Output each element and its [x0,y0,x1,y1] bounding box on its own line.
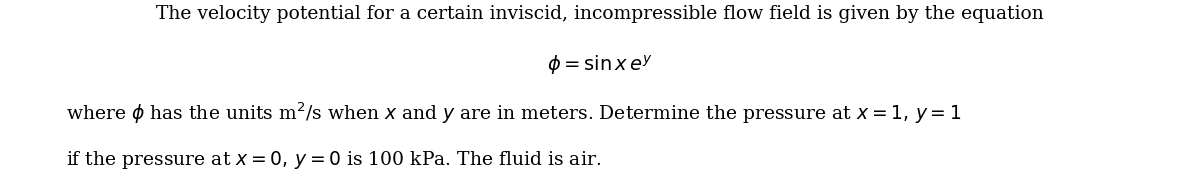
Text: The velocity potential for a certain inviscid, incompressible flow field is give: The velocity potential for a certain inv… [156,5,1044,23]
Text: where $\phi$ has the units m$^2$/s when $x$ and $y$ are in meters. Determine the: where $\phi$ has the units m$^2$/s when … [66,101,961,126]
Text: $\phi = \sin x\, e^y$: $\phi = \sin x\, e^y$ [547,53,653,77]
Text: if the pressure at $x = 0,\, y = 0$ is 100 kPa. The fluid is air.: if the pressure at $x = 0,\, y = 0$ is 1… [66,149,601,171]
